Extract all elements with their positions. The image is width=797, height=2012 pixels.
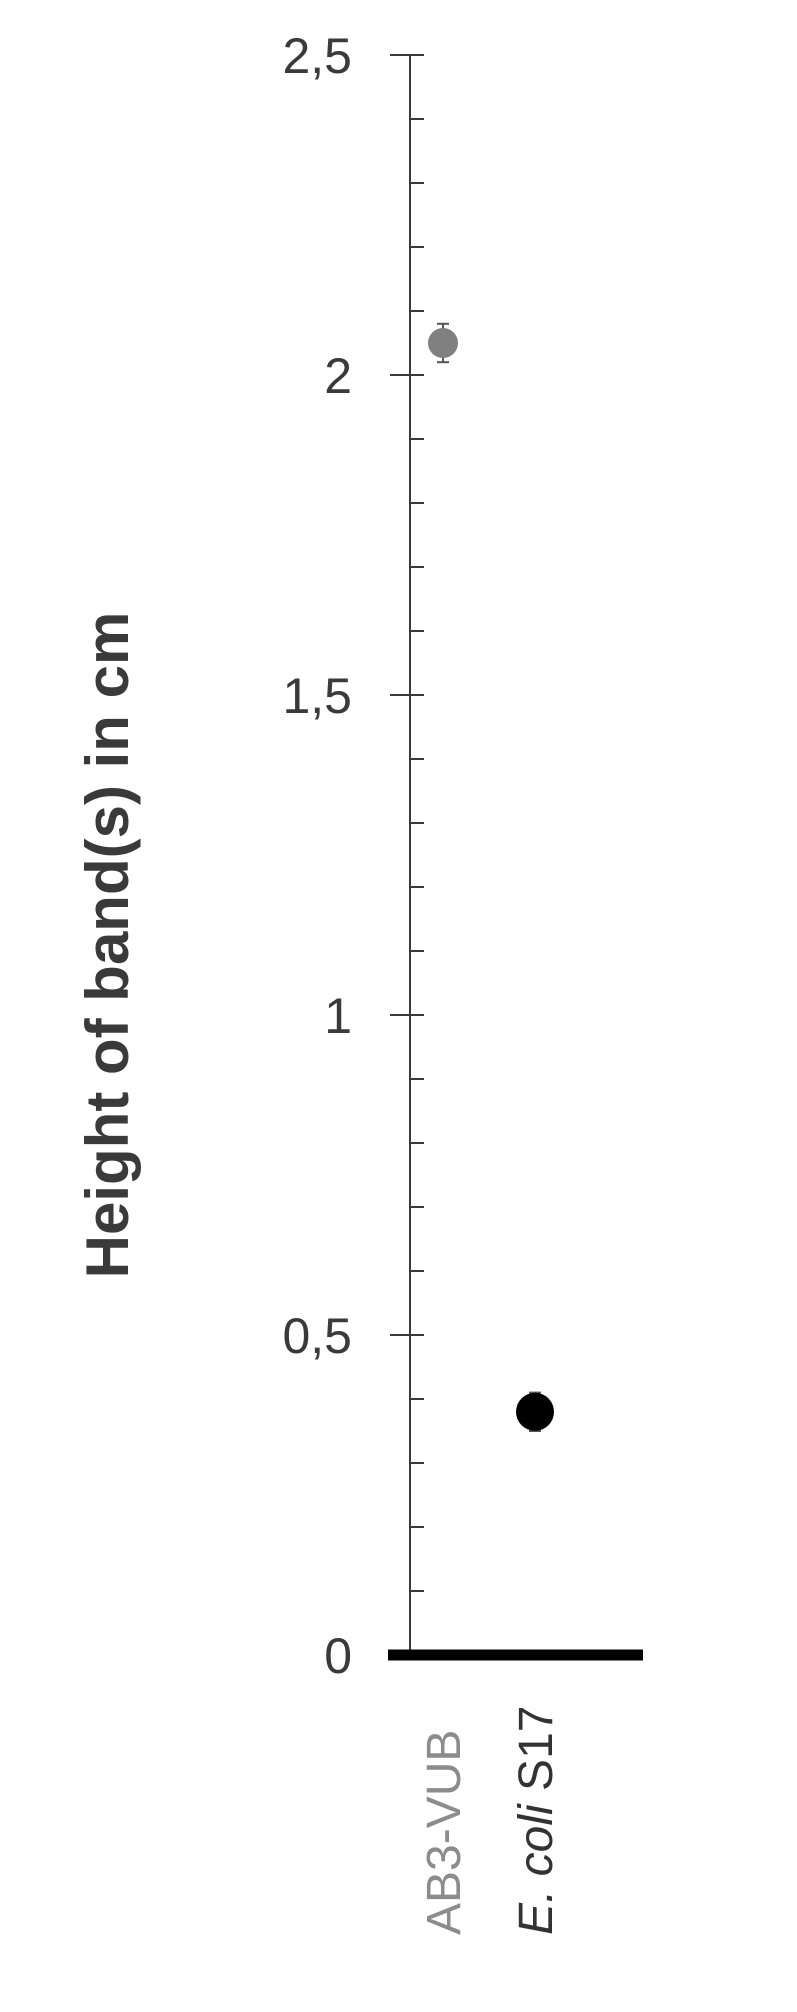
y-tick-label: 0 [324, 1628, 352, 1684]
y-axis-title-group: Height of band(s) in cm [74, 612, 141, 1279]
y-tick-label: 2 [324, 348, 352, 404]
data-point [428, 328, 458, 358]
y-tick-label: 1,5 [282, 668, 352, 724]
y-axis: 0 0,5 1 1,5 2 2,5 [282, 28, 643, 1684]
y-tick-label: 2,5 [282, 28, 352, 84]
category-labels: AB3-VUB E. coli S17 [418, 1706, 563, 1935]
data-point [516, 1392, 554, 1431]
x-category-label: AB3-VUB [418, 1730, 471, 1935]
x-category-label: E. coli S17 [510, 1706, 563, 1935]
y-tick-label: 0,5 [282, 1308, 352, 1364]
data-points [428, 322, 554, 1432]
y-tick-label: 1 [324, 988, 352, 1044]
y-axis-title: Height of band(s) in cm [74, 612, 141, 1279]
